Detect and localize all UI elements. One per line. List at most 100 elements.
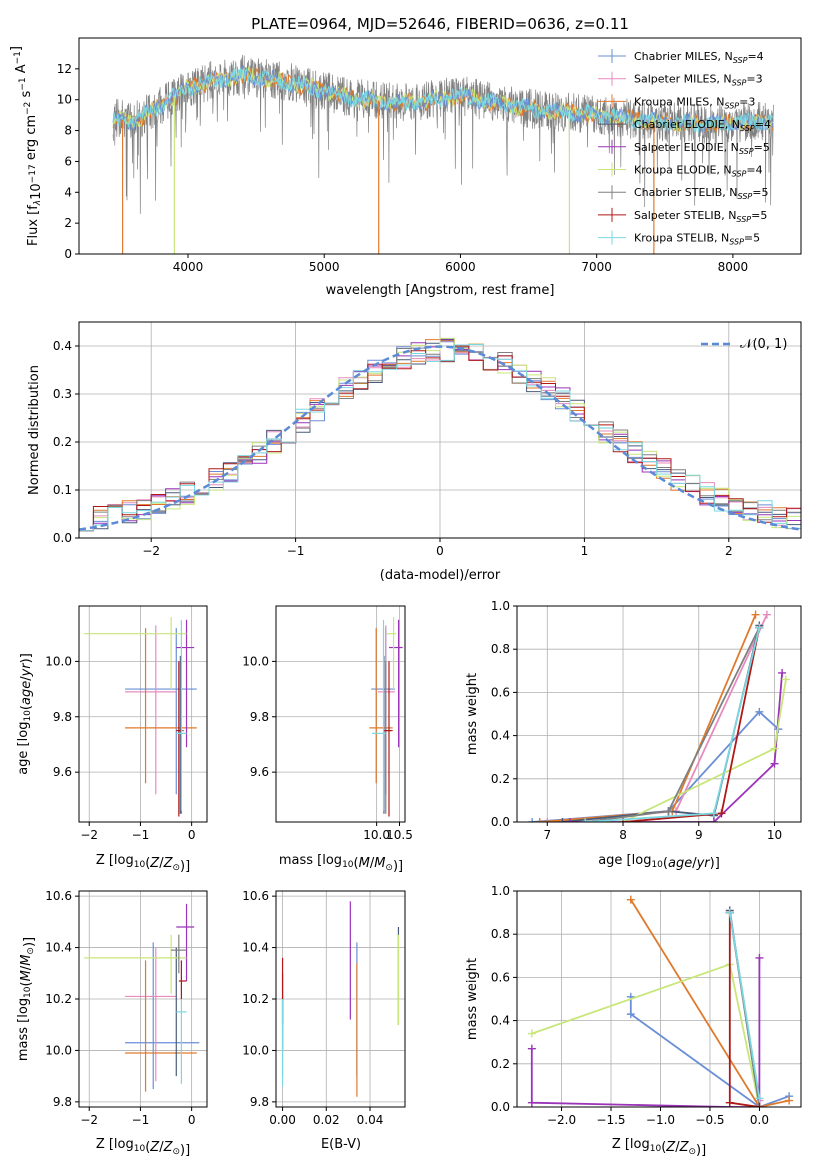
y-tick-label: 9.8 xyxy=(53,710,72,724)
weight-marker xyxy=(755,1094,764,1103)
weight-marker xyxy=(709,818,718,822)
y-tick-label: 0.6 xyxy=(491,970,510,984)
x-axis-label: mass [log10(M/M⊙)] xyxy=(279,853,403,874)
weight-marker xyxy=(781,675,790,684)
weight-line-7 xyxy=(622,627,761,822)
axes-frame xyxy=(275,890,406,1108)
x-tick-label: −1 xyxy=(287,544,305,558)
chart-6: 0.00 0.02 0.04 9.8 10.0 10.2 10.4 10.6 E(B-V) xyxy=(242,889,406,1152)
gridlines xyxy=(79,891,207,1107)
legend-label: Salpeter STELIB, NSSP=5 xyxy=(634,209,767,224)
weight-marker xyxy=(527,1029,536,1038)
x-axis-label: E(B-V) xyxy=(321,1137,361,1152)
x-tick-label: 1 xyxy=(581,544,589,558)
legend-label: Salpeter MILES, NSSP=3 xyxy=(634,73,763,88)
plot-area xyxy=(79,337,801,532)
weight-line-2 xyxy=(630,899,790,1107)
x-tick-label: −2.0 xyxy=(547,1113,576,1127)
weight-line-3 xyxy=(562,625,761,822)
x-tick-label: 10.5 xyxy=(386,828,413,842)
y-tick-label: 10 xyxy=(57,93,72,107)
y-tick-label: 9.6 xyxy=(53,765,72,779)
x-tick-label: −1 xyxy=(132,1113,150,1127)
y-tick-label: 10.0 xyxy=(242,654,269,668)
weight-marker xyxy=(543,818,552,822)
weight-marker xyxy=(581,818,590,822)
axes-frame xyxy=(78,321,802,539)
y-tick-label: 9.6 xyxy=(250,765,269,779)
y-tick-label: 0.8 xyxy=(491,642,510,656)
chart-2: −2 −1 0 9.6 9.8 10.0 Z [log10(Z/Z⊙)] age [log10… xyxy=(16,605,208,874)
weight-line-4 xyxy=(530,958,761,1107)
plot-area xyxy=(527,895,794,1107)
chart-title: PLATE=0964, MJD=52646, FIBERID=0636, z=0… xyxy=(251,15,629,33)
x-tick-label: 0.0 xyxy=(750,1113,769,1127)
x-tick-label: 7 xyxy=(543,828,551,842)
plot-area xyxy=(112,54,775,254)
x-axis-label: Z [log10(Z/Z⊙)] xyxy=(96,853,190,874)
weight-line-5 xyxy=(531,963,761,1107)
weight-marker xyxy=(770,744,779,753)
y-tick-label: 0.4 xyxy=(491,729,510,743)
weight-marker xyxy=(755,623,764,632)
y-tick-label: 1.0 xyxy=(491,599,510,613)
axes-frame xyxy=(275,605,406,823)
y-tick-label: 0.4 xyxy=(53,339,72,353)
y-tick-label: 0.2 xyxy=(53,435,72,449)
gridlines xyxy=(276,891,405,1107)
legend-label: Kroupa ELODIE, NSSP=4 xyxy=(634,164,763,179)
y-tick-label: 10.4 xyxy=(45,941,72,955)
x-tick-label: 0.04 xyxy=(357,1113,384,1127)
weight-line-1 xyxy=(547,614,768,822)
weight-marker xyxy=(785,1096,794,1105)
y-tick-label: 0.1 xyxy=(53,483,72,497)
weight-marker xyxy=(725,1098,734,1107)
y-tick-label: 9.8 xyxy=(53,1095,72,1109)
x-tick-label: 7000 xyxy=(581,260,612,274)
legend-label: Kroupa MILES, NSSP=3 xyxy=(634,95,755,110)
x-tick-label: 0 xyxy=(188,828,196,842)
weight-marker xyxy=(770,759,779,768)
weight-marker xyxy=(527,1098,536,1107)
x-axis-label: age [log10(age/yr)] xyxy=(598,853,720,871)
weight-line-8 xyxy=(585,627,761,822)
x-tick-label: −1.0 xyxy=(646,1113,675,1127)
y-tick-label: 12 xyxy=(57,62,72,76)
y-tick-label: 4 xyxy=(64,185,72,199)
legend-label: Kroupa STELIB, NSSP=5 xyxy=(634,232,760,247)
plot-area xyxy=(528,610,790,822)
x-tick-label: −1.5 xyxy=(596,1113,625,1127)
x-tick-label: −0.5 xyxy=(695,1113,724,1127)
x-tick-label: −2 xyxy=(80,828,98,842)
axes-frame xyxy=(78,890,208,1108)
y-tick-label: 10.0 xyxy=(242,1043,269,1057)
weight-marker xyxy=(664,807,673,816)
weight-marker xyxy=(566,818,575,822)
y-tick-label: 0.2 xyxy=(491,772,510,786)
y-tick-label: 8 xyxy=(64,124,72,138)
x-tick-label: 0.00 xyxy=(269,1113,296,1127)
x-tick-label: 4000 xyxy=(173,260,204,274)
model-spectrum-0 xyxy=(112,64,774,133)
gridlines xyxy=(79,606,207,822)
y-tick-label: 0.8 xyxy=(491,927,510,941)
legend-label: Chabrier STELIB, NSSP=5 xyxy=(634,186,768,201)
x-axis-label: wavelength [Angstrom, rest frame] xyxy=(326,283,555,298)
y-axis-label: mass weight xyxy=(465,673,480,755)
x-tick-label: 0 xyxy=(188,1113,196,1127)
plot-area xyxy=(84,903,200,1092)
y-tick-label: 10.0 xyxy=(45,654,72,668)
x-tick-label: −2 xyxy=(142,544,160,558)
weight-marker xyxy=(751,610,760,619)
y-tick-label: 1.0 xyxy=(491,884,510,898)
weight-marker xyxy=(527,1044,536,1053)
y-axis-label: mass [log10(M/M⊙)] xyxy=(16,937,37,1061)
weight-marker xyxy=(762,610,771,619)
y-tick-label: 9.8 xyxy=(250,710,269,724)
gridlines xyxy=(517,890,801,1108)
y-tick-label: 0 xyxy=(64,247,72,261)
plot-area xyxy=(369,617,403,817)
y-tick-label: 0.4 xyxy=(491,1014,510,1028)
y-tick-label: 10.2 xyxy=(45,992,72,1006)
